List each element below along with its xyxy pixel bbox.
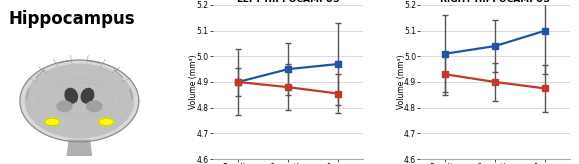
Y-axis label: Volume (mm³): Volume (mm³) — [397, 55, 406, 109]
Text: Hippocampus: Hippocampus — [9, 10, 135, 28]
Title: RIGHT HIPPOCAMPUS: RIGHT HIPPOCAMPUS — [441, 0, 550, 4]
Y-axis label: Volume (mm³): Volume (mm³) — [189, 55, 199, 109]
Title: LEFT HIPPOCAMPUS: LEFT HIPPOCAMPUS — [237, 0, 339, 4]
